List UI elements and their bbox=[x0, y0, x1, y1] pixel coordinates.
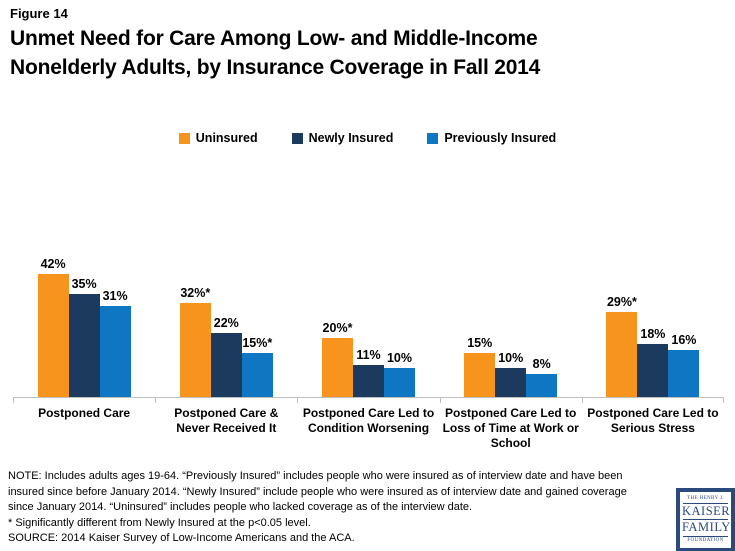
bar: 42% bbox=[37, 257, 69, 397]
chart-title-line1: Unmet Need for Care Among Low- and Middl… bbox=[10, 27, 538, 50]
bar: 31% bbox=[99, 289, 131, 397]
bar: 22% bbox=[210, 316, 242, 397]
category-label-1: Postponed Care & Never Received It bbox=[174, 406, 279, 435]
category-label-2: Postponed Care Led to Condition Worsenin… bbox=[302, 406, 435, 435]
bar-value-label: 11% bbox=[356, 347, 381, 362]
bar: 20%* bbox=[322, 321, 353, 397]
kff-logo-line4: FOUNDATION bbox=[687, 537, 724, 543]
category-label-0: Postponed Care bbox=[38, 406, 131, 420]
legend-swatch-icon bbox=[291, 132, 303, 144]
kff-logo-line2: KAISER bbox=[682, 503, 731, 518]
bar-value-label: 16% bbox=[671, 333, 697, 348]
bar-value-label: 29%* bbox=[606, 295, 637, 310]
bar: 10% bbox=[384, 351, 415, 397]
bar-group-2: 20%* 11% 10% bbox=[297, 321, 439, 397]
axis-tick bbox=[13, 398, 14, 403]
bar: 18% bbox=[637, 327, 669, 397]
bar-value-label: 15% bbox=[467, 336, 493, 351]
kff-logo-rule bbox=[683, 519, 728, 520]
figure-label: Figure 14 bbox=[10, 6, 68, 21]
legend-label: Newly Insured bbox=[308, 131, 394, 145]
bar-value-label: 42% bbox=[40, 256, 66, 271]
kff-logo: THE HENRY J. KAISER FAMILY FOUNDATION bbox=[676, 488, 735, 551]
kff-logo-line3: FAMILY bbox=[682, 520, 731, 534]
bar-value-label: 10% bbox=[386, 350, 413, 365]
footnote-line-2: since January 2014. “Uninsured” includes… bbox=[8, 501, 473, 513]
legend-item-2: Previously Insured bbox=[427, 131, 556, 145]
legend-swatch-icon bbox=[178, 132, 190, 144]
chart-legend: Uninsured Newly Insured Previously Insured bbox=[0, 131, 735, 145]
bar: 35% bbox=[68, 277, 100, 397]
footnote-line-1: insured since before January 2014. “Newl… bbox=[8, 485, 627, 498]
bar: 16% bbox=[668, 333, 700, 397]
bar-value-label: 31% bbox=[102, 289, 128, 304]
chart-title-line2: Nonelderly Adults, by Insurance Coverage… bbox=[10, 56, 541, 79]
bar: 10% bbox=[495, 351, 527, 397]
bar-value-label: 15%* bbox=[242, 336, 273, 351]
legend-label: Uninsured bbox=[195, 131, 258, 145]
bar-value-label: 20%* bbox=[322, 321, 353, 336]
legend-item-1: Newly Insured bbox=[291, 131, 394, 145]
plot-area: 42% 35% 31% 32%* 22% 15%* 20%* 11% 10% 15% 10% 8% 29… bbox=[13, 152, 724, 398]
axis-tick bbox=[723, 398, 724, 403]
bar-group-4: 29%* 18% 16% bbox=[582, 295, 724, 397]
bar: 8% bbox=[526, 357, 558, 397]
kff-logo-inner: THE HENRY J. KAISER FAMILY FOUNDATION bbox=[680, 491, 731, 548]
bar-value-label: 8% bbox=[532, 356, 551, 371]
bar-value-label: 18% bbox=[640, 327, 666, 342]
bar-group-0: 42% 35% 31% bbox=[13, 257, 155, 397]
kff-logo-rule bbox=[683, 535, 728, 537]
x-axis-ticks bbox=[13, 398, 724, 404]
kff-logo-line1: THE HENRY J. bbox=[687, 495, 724, 501]
category-labels: Postponed Care Postponed Care & Never Rec… bbox=[13, 406, 724, 451]
legend-label: Previously Insured bbox=[444, 131, 557, 145]
legend-swatch-icon bbox=[427, 132, 439, 144]
chart-title: Unmet Need for Care Among Low- and Middl… bbox=[10, 24, 710, 82]
bar-value-label: 35% bbox=[71, 277, 97, 292]
footnote-line-3: * Significantly different from Newly Ins… bbox=[8, 516, 311, 529]
bar-group-1: 32%* 22% 15%* bbox=[155, 286, 297, 397]
axis-tick bbox=[581, 398, 583, 403]
bar: 15% bbox=[464, 336, 496, 397]
bar-chart: 42% 35% 31% 32%* 22% 15%* 20%* 11% 10% 15% 10% 8% 29… bbox=[13, 152, 724, 451]
bar: 29%* bbox=[606, 295, 638, 397]
axis-tick bbox=[297, 398, 299, 403]
bar: 15%* bbox=[241, 336, 273, 397]
bar-group-3: 15% 10% 8% bbox=[440, 336, 582, 397]
category-label-3: Postponed Care Led to Loss of Time at Wo… bbox=[442, 406, 579, 450]
bar: 32%* bbox=[179, 286, 211, 397]
footnotes: NOTE: Includes adults ages 19-64. “Previ… bbox=[8, 469, 668, 547]
axis-tick bbox=[155, 398, 157, 403]
bar: 11% bbox=[353, 348, 384, 397]
bar-value-label: 22% bbox=[213, 315, 239, 330]
bar-value-label: 10% bbox=[498, 350, 524, 365]
category-label-4: Postponed Care Led to Serious Stress bbox=[587, 406, 719, 435]
footnote-line-4: SOURCE: 2014 Kaiser Survey of Low-Income… bbox=[8, 532, 355, 544]
legend-item-0: Uninsured bbox=[178, 131, 258, 145]
footnote-line-0: NOTE: Includes adults ages 19-64. “Previ… bbox=[8, 470, 623, 482]
kff-logo-rule bbox=[683, 502, 728, 504]
bar-value-label: 32%* bbox=[180, 286, 211, 301]
axis-tick bbox=[439, 398, 441, 403]
